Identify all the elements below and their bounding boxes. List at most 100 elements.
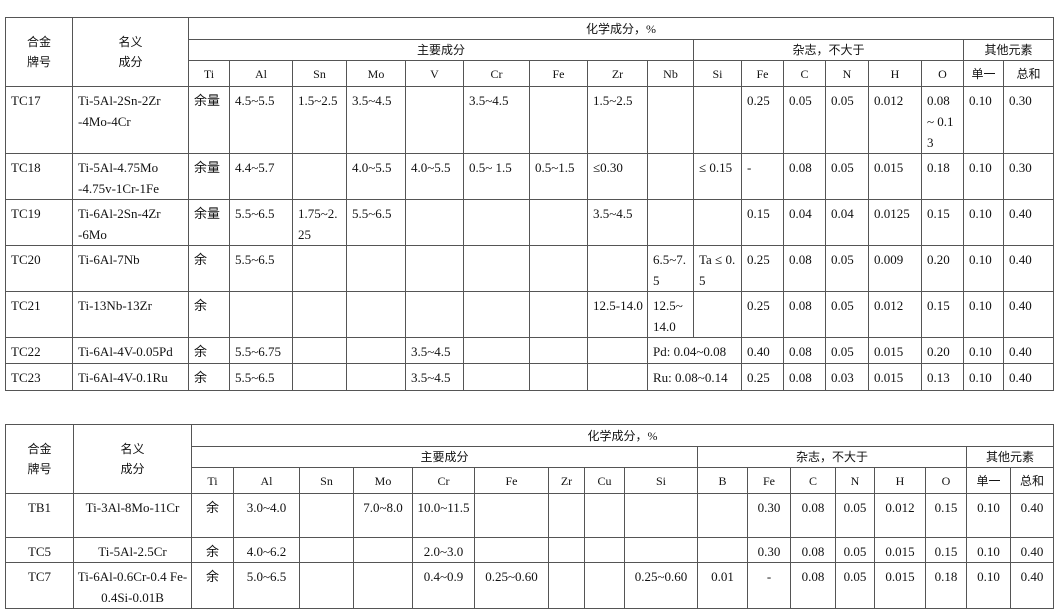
- table-cell: 0.015: [868, 153, 922, 200]
- alloy-grade: TC5: [5, 537, 74, 563]
- table-cell: 余: [188, 363, 230, 391]
- table-cell: 0.08: [783, 153, 826, 200]
- table-row: TC7 Ti-6Al-0.6Cr-0.4 Fe-0.4Si-0.01B 余 5.0~6…: [5, 562, 1055, 609]
- table-cell: 0.40: [741, 337, 784, 364]
- table-cell: 0.10: [963, 86, 1004, 154]
- table-cell: 余: [188, 337, 230, 364]
- table-cell: 0.05: [825, 245, 869, 292]
- column-header: O: [921, 60, 964, 87]
- alloy-grade: TC17: [5, 86, 73, 154]
- nominal-composition: Ti-3Al-8Mo-11Cr: [73, 493, 192, 538]
- table-cell: 0.40: [1009, 493, 1055, 538]
- table-cell: [405, 291, 464, 338]
- table-cell: 0.15: [925, 537, 967, 563]
- table-cell: 0.40: [1009, 562, 1055, 609]
- nominal-composition: Ti-6Al-4V-0.05Pd: [72, 337, 189, 364]
- column-header: 总和: [1002, 60, 1055, 87]
- table-cell: 12.5-14.0: [587, 291, 648, 338]
- table-cell: 1.75~2.25: [292, 199, 347, 246]
- header-row: 主要成分 杂志，不大于 其他元素: [6, 39, 1055, 61]
- column-header: C: [783, 60, 826, 87]
- table-cell: [647, 199, 694, 246]
- other-elements-header: 其他元素: [962, 39, 1055, 61]
- table-cell: ≤ 0.15: [693, 153, 742, 200]
- table-cell: 0.05: [825, 337, 869, 364]
- table-cell: [529, 199, 588, 246]
- table-cell: 余: [188, 245, 230, 292]
- table-cell: 余: [191, 493, 234, 538]
- grade-header: 合金 牌号: [5, 17, 73, 87]
- table-cell: 余量: [188, 153, 230, 200]
- table-cell: 0.08: [783, 337, 826, 364]
- table-cell: 10.0~11.5: [412, 493, 475, 538]
- table-cell: 0.10: [963, 245, 1004, 292]
- table-cell: ≤0.30: [587, 153, 648, 200]
- nominal-composition-header: 名义 成分: [73, 424, 192, 494]
- table-cell: 0.012: [868, 291, 922, 338]
- nominal-composition: Ti-6Al-7Nb: [72, 245, 189, 292]
- table-cell: 0.08: [783, 245, 826, 292]
- table-cell: 4.5~5.5: [229, 86, 293, 154]
- column-header: Fe: [529, 60, 588, 87]
- column-header: C: [790, 467, 836, 494]
- table-cell: [292, 337, 347, 364]
- table-cell: 0.40: [1009, 537, 1055, 563]
- column-header: Fe: [474, 467, 549, 494]
- header-row: 主要成分 杂志，不大于 其他元素: [6, 446, 1055, 468]
- column-header: Zr: [548, 467, 585, 494]
- table-cell: 5.5~6.5: [229, 363, 293, 391]
- alloy-composition-table-1: 合金 牌号 名义 成分 化学成分，% 主要成分 杂志，不大于 其他元素 Ti Al Sn Mo V C…: [5, 17, 1055, 391]
- table-cell: 3.5~4.5: [463, 86, 530, 154]
- table-cell: 0.5~ 1.5: [463, 153, 530, 200]
- table-cell: [353, 562, 413, 609]
- table-cell: 0.05: [783, 86, 826, 154]
- column-header: 单一: [966, 467, 1011, 494]
- nominal-composition: Ti-6Al-4V-0.1Ru: [72, 363, 189, 391]
- table-cell: [624, 493, 698, 538]
- alloy-grade: TB1: [5, 493, 74, 538]
- table-cell: [529, 291, 588, 338]
- table-cell: 0.40: [1002, 337, 1055, 364]
- table-cell: 0.30: [747, 537, 791, 563]
- table-cell: 0.05: [835, 537, 875, 563]
- table-cell: 1.5~2.5: [292, 86, 347, 154]
- table-cell: 12.5~ 14.0: [647, 291, 694, 338]
- table-row: TC17 Ti-5Al-2Sn-2Zr -4Mo-4Cr 余量 4.5~5.5 1.5~…: [5, 86, 1055, 154]
- table-cell: 0.015: [874, 562, 926, 609]
- table-cell: 0.13: [921, 363, 964, 391]
- table-cell: [587, 245, 648, 292]
- table-cell: [463, 199, 530, 246]
- table-cell: 3.0~4.0: [233, 493, 300, 538]
- table-cell: [346, 363, 406, 391]
- table-cell: 0.25: [741, 245, 784, 292]
- table-row: TB1 Ti-3Al-8Mo-11Cr 余 3.0~4.0 7.0~8.0 10.0~11…: [5, 493, 1055, 538]
- impurities-header: 杂志，不大于: [693, 39, 964, 61]
- table-cell: 0.30: [747, 493, 791, 538]
- table-cell: 0.015: [874, 537, 926, 563]
- table-row: TC5 Ti-5Al-2.5Cr 余 4.0~6.2 2.0~3.0 0.30 0.08 0.…: [5, 537, 1055, 563]
- table-cell: 0.08: [790, 537, 836, 563]
- column-header: O: [925, 467, 967, 494]
- table-cell: 0.25~0.60: [474, 562, 549, 609]
- column-header: H: [868, 60, 922, 87]
- table-cell: -: [741, 153, 784, 200]
- table-cell: 0.30: [1002, 86, 1055, 154]
- table-cell: 0.015: [868, 363, 922, 391]
- table-cell: [292, 153, 347, 200]
- table-row: TC20 Ti-6Al-7Nb 余 5.5~6.5 6.5~7.5 Ta ≤ 0.5 0.2…: [5, 245, 1055, 292]
- chemical-composition-header: 化学成分，%: [187, 17, 1055, 40]
- table-cell: [548, 562, 585, 609]
- table-cell: 0.25: [741, 291, 784, 338]
- table-cell: 0.30: [1002, 153, 1055, 200]
- header-row: Ti Al Sn Mo V Cr Fe Zr Nb Si Fe C N H O 单一 总和: [6, 60, 1055, 87]
- table-cell: [647, 86, 694, 154]
- table-cell: [463, 245, 530, 292]
- table-cell: [587, 337, 648, 364]
- header-row: Ti Al Sn Mo Cr Fe Zr Cu Si B Fe C N H O 单一 总和: [6, 467, 1055, 494]
- table-cell: 4.0~5.5: [346, 153, 406, 200]
- table-cell: 0.18: [925, 562, 967, 609]
- table-cell: 0.20: [921, 245, 964, 292]
- nominal-composition: Ti-13Nb-13Zr: [72, 291, 189, 338]
- table-cell: [697, 493, 748, 538]
- table-cell: [299, 537, 354, 563]
